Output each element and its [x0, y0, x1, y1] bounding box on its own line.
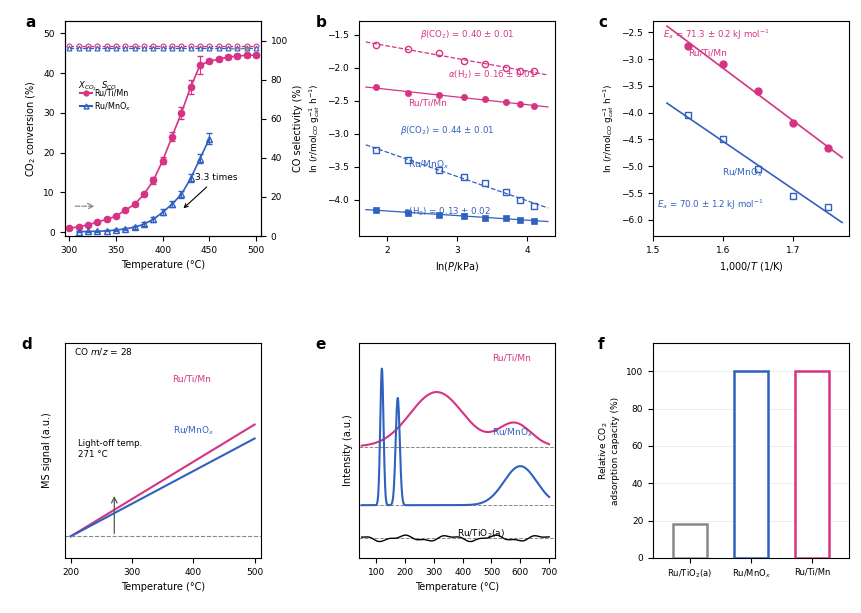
Text: 3.3 times: 3.3 times	[184, 173, 238, 207]
Text: $X_{CO_2}$  $S_{CO}$: $X_{CO_2}$ $S_{CO}$	[78, 79, 117, 93]
Y-axis label: ln ($r$/mol$_{CO}$ g$_{cat}^{-1}$ h$^{-1}$): ln ($r$/mol$_{CO}$ g$_{cat}^{-1}$ h$^{-1…	[600, 84, 615, 173]
Text: c: c	[598, 15, 606, 30]
Bar	[734, 371, 767, 558]
Text: Ru/TiO$_2$(a): Ru/TiO$_2$(a)	[456, 527, 505, 540]
Y-axis label: CO selectivity (%): CO selectivity (%)	[293, 85, 303, 172]
Y-axis label: ln ($r$/mol$_{CO}$ g$_{cat}^{-1}$ h$^{-1}$): ln ($r$/mol$_{CO}$ g$_{cat}^{-1}$ h$^{-1…	[307, 84, 321, 173]
Text: Ru/Ti/Mn: Ru/Ti/Mn	[687, 49, 727, 58]
Bar	[795, 371, 828, 558]
X-axis label: Temperature (°C): Temperature (°C)	[414, 582, 499, 592]
Text: f: f	[598, 337, 604, 352]
X-axis label: ln($P$/kPa): ln($P$/kPa)	[434, 261, 479, 273]
Legend: Ru/Ti/Mn, Ru/MnO$_x$: Ru/Ti/Mn, Ru/MnO$_x$	[77, 86, 134, 116]
Text: b: b	[315, 15, 326, 30]
Y-axis label: CO$_2$ conversion (%): CO$_2$ conversion (%)	[24, 80, 38, 177]
Y-axis label: MS signal (a.u.): MS signal (a.u.)	[41, 413, 52, 489]
X-axis label: 1,000/$T$ (1/K): 1,000/$T$ (1/K)	[718, 261, 783, 273]
Text: e: e	[315, 337, 325, 352]
Text: Ru/MnO$_x$: Ru/MnO$_x$	[721, 167, 762, 180]
Y-axis label: Intensity (a.u.): Intensity (a.u.)	[343, 414, 353, 487]
Text: $E_a$ = 71.3 ± 0.2 kJ mol$^{-1}$: $E_a$ = 71.3 ± 0.2 kJ mol$^{-1}$	[662, 28, 769, 42]
Text: Light-off temp.
271 °C: Light-off temp. 271 °C	[78, 440, 142, 459]
Text: $\beta$(CO$_2$) = 0.44 ± 0.01: $\beta$(CO$_2$) = 0.44 ± 0.01	[400, 124, 493, 137]
Text: Ru/Ti/Mn: Ru/Ti/Mn	[407, 98, 446, 107]
Text: $\alpha$(H$_2$) = 0.16 ± 0.01: $\alpha$(H$_2$) = 0.16 ± 0.01	[448, 68, 536, 81]
Text: Ru/MnO$_x$: Ru/MnO$_x$	[172, 424, 214, 437]
Text: Ru/MnO$_x$: Ru/MnO$_x$	[492, 427, 533, 439]
Text: $E_a$ = 70.0 ± 1.2 kJ mol$^{-1}$: $E_a$ = 70.0 ± 1.2 kJ mol$^{-1}$	[656, 198, 763, 212]
Text: Ru/Ti/Mn: Ru/Ti/Mn	[172, 375, 211, 384]
Bar	[672, 524, 706, 558]
Text: Ru/MnO$_x$: Ru/MnO$_x$	[407, 158, 449, 171]
Text: CO $m/z$ = 28: CO $m/z$ = 28	[74, 346, 133, 357]
Text: $\alpha$(H$_2$) = 0.13 ± 0.02: $\alpha$(H$_2$) = 0.13 ± 0.02	[403, 205, 491, 218]
Text: $\beta$(CO$_2$) = 0.40 ± 0.01: $\beta$(CO$_2$) = 0.40 ± 0.01	[419, 28, 513, 41]
Text: a: a	[26, 15, 36, 30]
Y-axis label: Relative CO$_2$
adsorption capacity (%): Relative CO$_2$ adsorption capacity (%)	[597, 397, 620, 504]
Text: Ru/Ti/Mn: Ru/Ti/Mn	[492, 354, 530, 362]
X-axis label: Temperature (°C): Temperature (°C)	[121, 261, 205, 270]
X-axis label: Temperature (°C): Temperature (°C)	[121, 582, 205, 592]
Text: d: d	[22, 337, 32, 352]
